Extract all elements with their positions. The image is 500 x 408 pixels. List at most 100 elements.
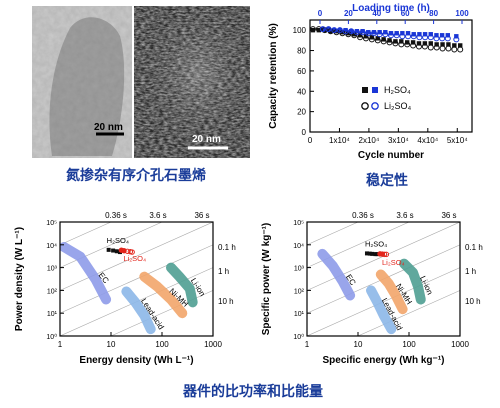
time-lines xyxy=(307,222,460,336)
data-point-h2so4 xyxy=(111,248,116,253)
data-point-cycle xyxy=(386,39,393,46)
x-axis-label: Specific energy (Wh kg⁻¹) xyxy=(323,355,445,366)
data-point-loading xyxy=(360,29,365,34)
data-point-cycle xyxy=(357,34,364,41)
data-point-cycle xyxy=(340,30,345,35)
y-tick-label: 10³ xyxy=(47,266,58,273)
data-point-cycle xyxy=(410,40,416,45)
data-point-cycle xyxy=(374,37,381,44)
data-point-loading xyxy=(416,34,423,41)
data-point-h2so4 xyxy=(367,251,372,256)
time-label-right: 1 h xyxy=(218,267,229,276)
data-point-loading xyxy=(399,33,406,40)
data-point-cycle xyxy=(428,41,433,46)
top-tick-label: 20 xyxy=(344,9,353,18)
top-tick-label: 100 xyxy=(455,9,469,18)
data-point-loading xyxy=(342,28,349,35)
region-ni-mh xyxy=(375,269,408,315)
time-line xyxy=(307,222,359,246)
y-axis-label: Capacity retention (%) xyxy=(268,23,279,129)
data-point-loading xyxy=(428,32,433,37)
data-point-cycle xyxy=(422,41,428,46)
data-point-cycle xyxy=(380,38,387,45)
time-label-right: 0.1 h xyxy=(465,243,483,252)
time-line xyxy=(60,222,163,268)
y-tick-label: 0 xyxy=(302,128,307,137)
data-point-li2so4 xyxy=(383,251,390,258)
y-tick-label: 10² xyxy=(294,288,305,295)
top-tick-label: 80 xyxy=(429,9,438,18)
y-tick-label: 10³ xyxy=(294,266,305,273)
x-tick-label: 100 xyxy=(402,340,416,349)
data-point-cycle xyxy=(316,27,322,33)
series-label-li2so4: Li₂SO₄ xyxy=(123,254,146,263)
data-point-cycle xyxy=(452,43,457,48)
data-point-cycle xyxy=(362,35,369,42)
data-point-loading xyxy=(393,32,400,39)
data-point-loading xyxy=(427,34,434,41)
x-tick-label: 5x10⁴ xyxy=(447,136,468,145)
data-point-loading xyxy=(400,31,405,36)
y-axis-label: Power density (W L⁻¹) xyxy=(14,227,25,331)
data-point-loading xyxy=(325,26,332,33)
data-point-li2so4 xyxy=(129,249,135,255)
y-tick-label: 10⁵ xyxy=(293,220,304,227)
data-point-cycle xyxy=(434,42,439,47)
data-point-loading xyxy=(332,27,337,33)
data-point-loading xyxy=(348,28,355,35)
region-li-ion xyxy=(165,262,198,308)
y-tick-label: 80 xyxy=(297,47,306,56)
y-tick-label: 60 xyxy=(297,67,306,76)
data-point-loading xyxy=(370,30,377,37)
series-label-h2so4: H₂SO₄ xyxy=(107,236,129,245)
plot-frame xyxy=(59,221,214,337)
region-ec xyxy=(60,242,112,305)
data-point-cycle xyxy=(392,40,399,47)
data-point-loading xyxy=(444,35,451,42)
data-point-loading xyxy=(359,29,366,36)
time-label-top: 0.36 s xyxy=(105,211,127,220)
data-point-cycle xyxy=(445,45,452,52)
region-ni-mh xyxy=(139,271,188,319)
time-line xyxy=(307,267,460,336)
y-tick-label: 10⁰ xyxy=(293,333,304,341)
legend-label-h2so4: H₂SO₄ xyxy=(384,85,411,95)
region-lead-acid xyxy=(121,286,156,335)
data-point-cycle xyxy=(458,43,463,48)
data-point-cycle xyxy=(457,46,464,53)
time-label-top: 0.36 s xyxy=(352,211,374,220)
time-line xyxy=(110,290,213,336)
data-point-cycle xyxy=(410,42,417,49)
top-tick-label: 60 xyxy=(401,9,410,18)
data-point-loading xyxy=(336,27,343,34)
data-point-loading xyxy=(454,34,459,39)
plot-frame xyxy=(306,221,461,337)
x-tick-label: 100 xyxy=(155,340,169,349)
data-point-cycle xyxy=(446,42,451,47)
x-tick-label: 3x10⁴ xyxy=(388,136,409,145)
top-tick-label: 0 xyxy=(318,9,323,18)
caption-top-left: 氮掺杂有序介孔石墨烯 xyxy=(66,168,206,184)
x-tick-label: 1 xyxy=(305,340,310,349)
x-tick-label: 0 xyxy=(308,136,313,145)
x-tick-label: 1 xyxy=(58,340,63,349)
data-point-loading xyxy=(405,31,411,36)
data-point-cycle xyxy=(310,27,316,33)
data-point-loading xyxy=(371,30,377,35)
series-label-li2so4: Li₂SO₄ xyxy=(382,258,405,267)
data-point-loading xyxy=(422,32,428,37)
data-point-cycle xyxy=(309,26,316,33)
data-point-cycle xyxy=(439,45,446,52)
time-line xyxy=(60,222,112,246)
series-label-h2so4: H₂SO₄ xyxy=(365,239,387,248)
tem-images: 20 nm 20 nm xyxy=(32,6,250,158)
data-point-cycle xyxy=(421,43,428,50)
region-li-ion xyxy=(399,258,426,305)
data-point-cycle xyxy=(315,26,322,33)
x-tick-label: 2x10⁴ xyxy=(359,136,380,145)
scale-bar-right-label: 20 nm xyxy=(192,134,221,145)
data-point-cycle xyxy=(451,46,458,53)
y-tick-label: 10¹ xyxy=(294,311,305,318)
data-point-h2so4 xyxy=(106,247,111,252)
